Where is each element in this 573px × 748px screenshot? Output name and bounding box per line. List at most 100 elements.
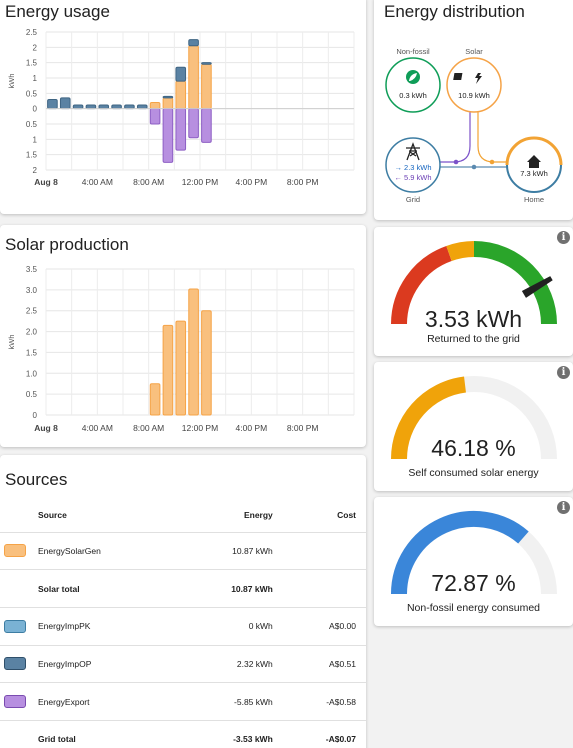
- x-tick-label: 12:00 PM: [182, 423, 218, 433]
- gauge-needle: [521, 276, 553, 298]
- x-tick-label: Aug 8: [34, 423, 58, 433]
- bar-EnergySolarGen: [149, 102, 161, 110]
- bar-EnergyImpOP: [111, 104, 122, 110]
- grid-import-value: → 2.3 kWh: [394, 163, 432, 172]
- home-value: 7.3 kWh: [520, 169, 548, 178]
- gauge-segment-yellow: [446, 241, 475, 262]
- energy-usage-chart[interactable]: 2.5 2 1.5 1 0.5 0 0.5 1 1.5 2 kWh Aug 8 4:00 AM 8:00 …: [0, 0, 366, 214]
- nonfossil-value: 0.3 kWh: [399, 91, 427, 100]
- energy-value: 0 kWh: [176, 607, 277, 646]
- solar-node: [446, 57, 502, 113]
- header-source: Source: [34, 498, 177, 533]
- bar-EnergySolarGen: [188, 288, 199, 416]
- y-tick-label: 0.5: [26, 89, 38, 98]
- bar-EnergySolarGen: [201, 63, 212, 110]
- bar-EnergyImpOP: [72, 104, 84, 110]
- table-row: EnergyExport -5.85 kWh -A$0.58: [0, 682, 366, 721]
- x-tick-label: 4:00 AM: [82, 177, 113, 187]
- nonfossil-node: [385, 57, 441, 113]
- solar-production-card: Solar production 0 0.5 1.0 1.5 2.0 2.5 3.0 3.5 k…: [0, 225, 366, 447]
- bar-EnergyImpOP: [175, 66, 187, 82]
- y-tick-label: 0: [33, 105, 38, 114]
- y-tick-label: 2.5: [26, 28, 38, 37]
- y-tick-label: 0: [33, 411, 38, 420]
- bar-EnergyImpOP: [124, 104, 135, 110]
- x-tick-label: 8:00 PM: [287, 177, 319, 187]
- gauge-label: Self consumed solar energy: [408, 467, 539, 479]
- gauge-fill: [391, 376, 467, 460]
- self-consumed-gauge: [391, 376, 557, 460]
- bar-EnergyImpOP: [162, 95, 174, 99]
- bar-EnergyImpOP: [85, 104, 97, 110]
- bar-EnergyExport: [162, 108, 174, 163]
- returned-gauge: [391, 241, 557, 325]
- info-icon[interactable]: i: [557, 366, 570, 379]
- source-name: EnergySolarGen: [34, 532, 177, 571]
- table-total-row: Grid total -3.53 kWh -A$0.07: [0, 720, 366, 748]
- cost-value: [276, 532, 366, 571]
- x-tick-label: 8:00 AM: [133, 177, 164, 187]
- energy-usage-card: Energy usage 2.5 2 1.5 1 0.5 0 0.5 1 1.5 2 kWh Aug …: [0, 0, 366, 214]
- y-tick-label: 2: [33, 166, 38, 175]
- gauge-nonfossil-card: i 72.87 % Non-fossil energy consumed: [374, 497, 573, 626]
- y-tick-label: 3.0: [26, 286, 38, 295]
- bar-EnergyImpOP: [201, 62, 212, 65]
- gauge-segment-green: [473, 241, 557, 325]
- y-axis-label: kWh: [7, 74, 16, 89]
- grid-label: Grid: [405, 195, 421, 204]
- solar-label: Solar: [465, 47, 483, 56]
- gauge-segment-red: [391, 245, 452, 325]
- sources-title: Sources: [5, 470, 68, 489]
- gauge-label: Returned to the grid: [427, 333, 520, 345]
- solar-value: 10.9 kWh: [458, 91, 490, 100]
- gauge-value: 46.18 %: [431, 435, 516, 461]
- cost-value: [276, 569, 366, 608]
- bar-EnergySolarGen: [149, 383, 161, 416]
- y-tick-label: 1.0: [26, 369, 38, 378]
- y-axis-label: kWh: [7, 335, 16, 350]
- bar-EnergyImpOP: [98, 104, 110, 110]
- info-icon[interactable]: i: [557, 501, 570, 514]
- energy-value: 10.87 kWh: [176, 569, 277, 608]
- y-tick-label: 1.5: [26, 348, 38, 357]
- x-tick-label: 4:00 PM: [236, 177, 268, 187]
- energy-value: -3.53 kWh: [176, 720, 277, 748]
- nonfossil-label: Non-fossil: [396, 47, 430, 56]
- y-tick-label: 2.0: [26, 328, 38, 337]
- x-tick-label: Aug 8: [34, 177, 58, 187]
- solar-production-chart[interactable]: 0 0.5 1.0 1.5 2.0 2.5 3.0 3.5 kWh Aug 8 4:00 AM 8:0…: [0, 225, 366, 447]
- x-tick-label: 8:00 PM: [287, 423, 319, 433]
- gauge-value: 72.87 %: [431, 570, 516, 596]
- gauge-returned-card: i 3.53 kWh Returned to the grid: [374, 227, 573, 356]
- x-tick-label: 4:00 PM: [236, 423, 268, 433]
- bar-EnergySolarGen: [188, 45, 199, 110]
- y-tick-label: 1.5: [26, 151, 38, 160]
- x-tick-label: 8:00 AM: [133, 423, 164, 433]
- header-cost: Cost: [276, 498, 366, 533]
- bar-EnergyImpOP: [136, 104, 148, 110]
- bar-EnergySolarGen: [162, 324, 174, 416]
- y-tick-label: 1: [33, 135, 38, 144]
- series-swatch: [4, 619, 26, 633]
- source-name: EnergyImpPK: [34, 607, 177, 646]
- solar-production-title: Solar production: [5, 235, 129, 254]
- table-total-row: Solar total 10.87 kWh: [0, 569, 366, 608]
- source-name: EnergyExport: [34, 682, 177, 721]
- y-tick-label: 2: [33, 43, 38, 52]
- series-swatch: [4, 695, 26, 709]
- y-tick-label: 1: [33, 74, 38, 83]
- bar-EnergySolarGen: [175, 80, 187, 110]
- header-energy: Energy: [176, 498, 277, 533]
- source-name: Solar total: [34, 569, 177, 608]
- table-row: EnergyImpPK 0 kWh A$0.00: [0, 607, 366, 646]
- grid-export-value: ← 5.9 kWh: [394, 173, 432, 182]
- info-icon[interactable]: i: [557, 231, 570, 244]
- gauge-self-consumed-card: i 46.18 % Self consumed solar energy: [374, 362, 573, 491]
- nonfossil-gauge: [391, 511, 557, 595]
- bar-EnergySolarGen: [201, 310, 212, 416]
- energy-distribution-title: Energy distribution: [384, 2, 525, 21]
- x-tick-label: 12:00 PM: [182, 177, 218, 187]
- gauge-fill: [391, 511, 529, 595]
- source-name: EnergyImpOP: [34, 645, 177, 684]
- source-name: Grid total: [34, 720, 177, 748]
